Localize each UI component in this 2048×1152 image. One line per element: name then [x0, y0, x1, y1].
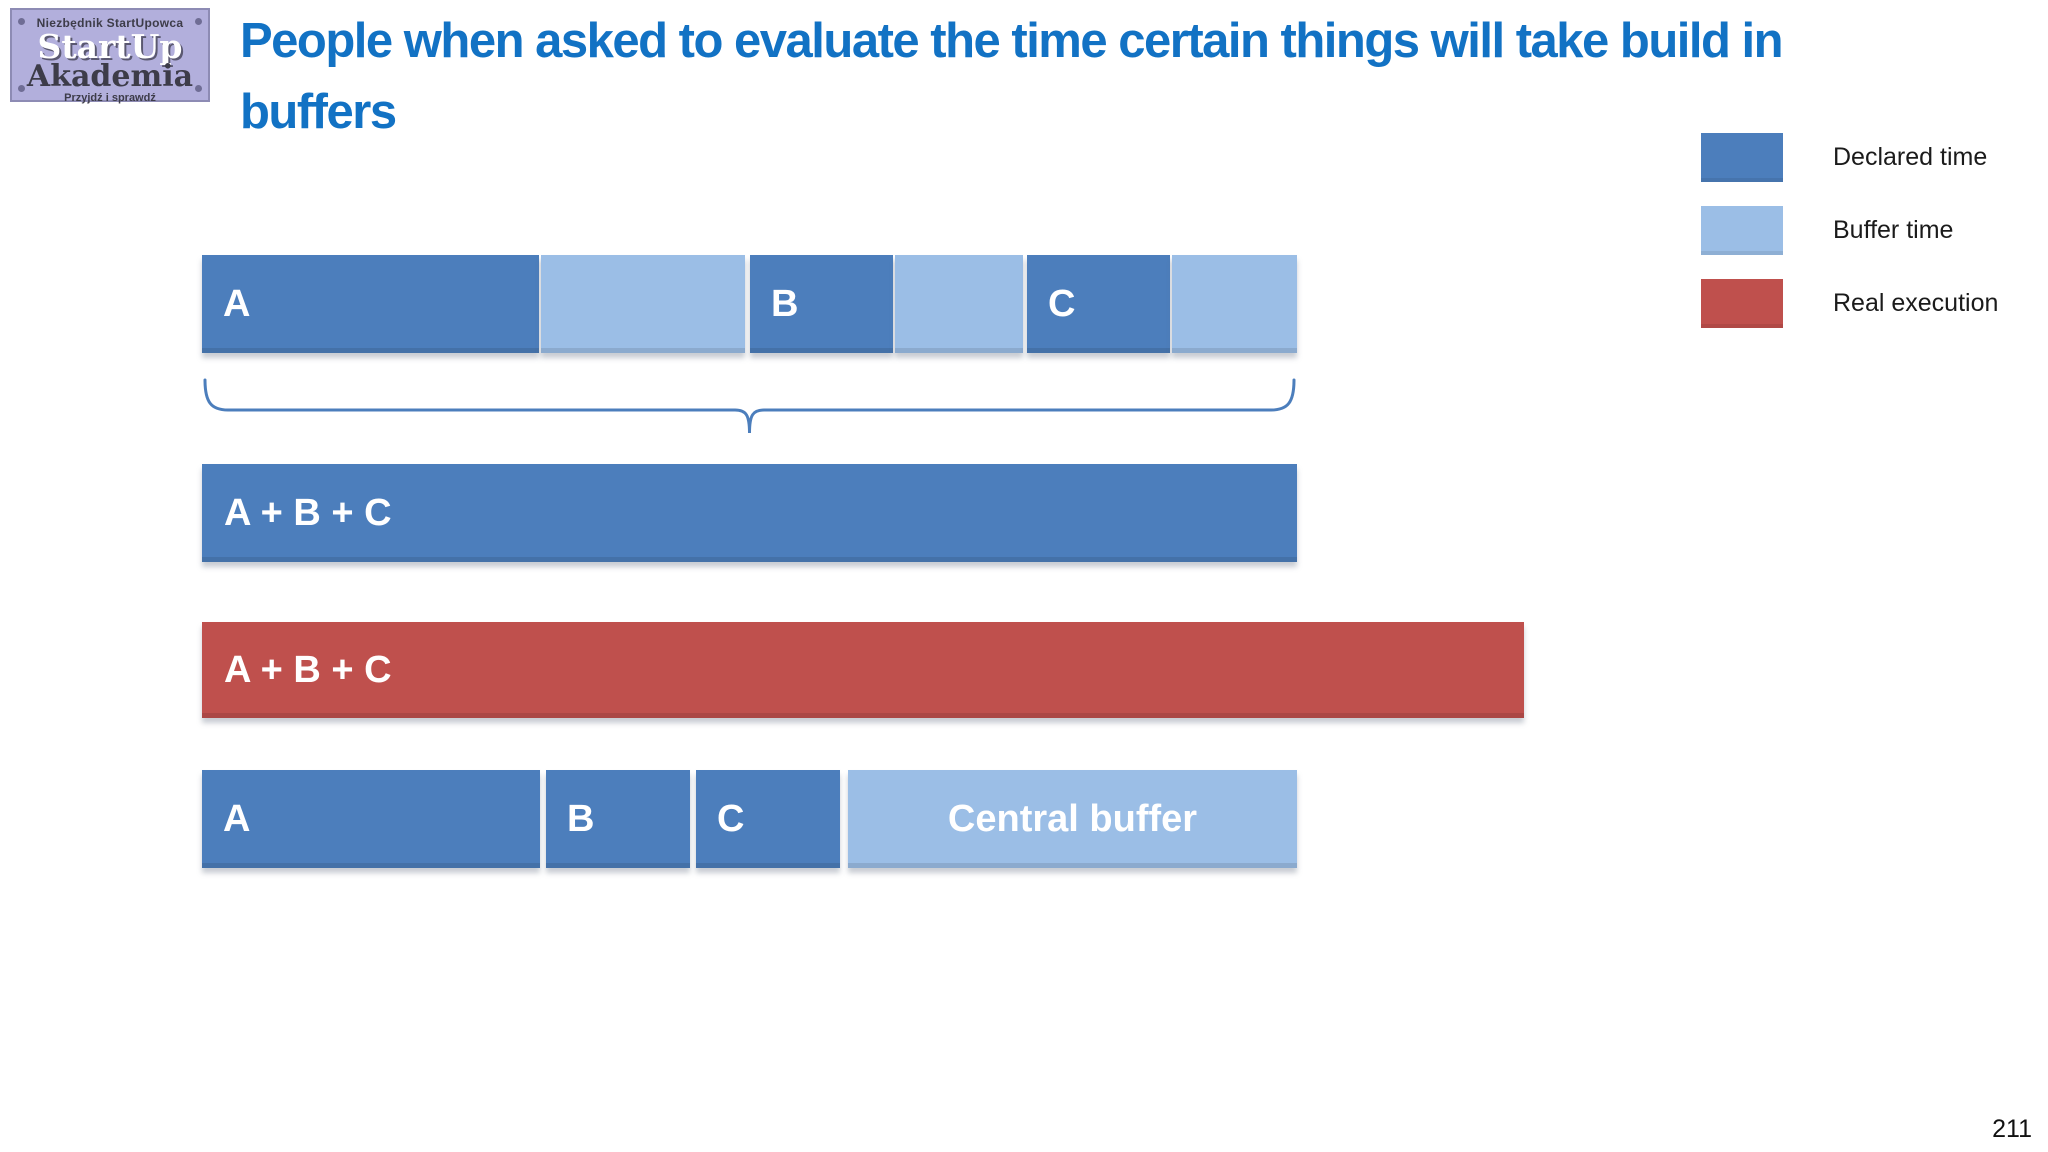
- bar-segment-declared-a: A: [202, 770, 540, 868]
- legend-swatch-declared: [1701, 133, 1783, 182]
- legend-item-buffer-time: Buffer time: [1701, 206, 1998, 255]
- legend-label-buffer: Buffer time: [1833, 216, 1954, 244]
- legend-swatch-real: [1701, 279, 1783, 328]
- legend-label-real: Real execution: [1833, 289, 1999, 317]
- legend-label-declared: Declared time: [1833, 143, 1988, 171]
- legend-item-declared-time: Declared time: [1701, 133, 1998, 182]
- bar-segment-declared-a: A: [202, 255, 539, 353]
- startup-akademia-logo: Niezbędnik StartUpowca StartUp Akademia …: [10, 8, 210, 104]
- screw-icon: [18, 85, 25, 92]
- bar-segment-buffer: [541, 255, 745, 353]
- slide-title: People when asked to evaluate the time c…: [240, 6, 1784, 148]
- legend-swatch-buffer: [1701, 206, 1783, 255]
- logo-tagline-bottom: Przyjdź i sprawdź: [64, 92, 156, 104]
- page-number: 211: [1992, 1115, 2032, 1143]
- bar-segment-label: B: [771, 282, 799, 325]
- bar-segment-label: B: [567, 797, 595, 840]
- screw-icon: [18, 18, 25, 25]
- logo-name-line2: Akademia: [26, 59, 194, 94]
- slide-title-line1: People when asked to evaluate the time c…: [240, 14, 1784, 68]
- bar-segment-declared-c: C: [1027, 255, 1170, 353]
- logo-tagline-top: Niezbędnik StartUpowca: [36, 16, 184, 30]
- bar-declared-sum: A + B + C: [202, 464, 1297, 562]
- bar-segment-buffer: [1172, 255, 1297, 353]
- bar-segment-label: Central buffer: [947, 797, 1198, 840]
- slide-title-line2: buffers: [240, 85, 397, 139]
- bar-segment-declared-b: B: [750, 255, 893, 353]
- bar-segment-gap: [840, 770, 848, 868]
- bar-segment-declared-c: C: [696, 770, 840, 868]
- logo-name-line1: StartUp: [37, 27, 183, 66]
- brace-shape: [203, 378, 1296, 434]
- bar-real-execution-label: A + B + C: [224, 648, 392, 691]
- screw-icon: [195, 85, 202, 92]
- legend-item-real-execution: Real execution: [1701, 279, 1998, 328]
- bar-segment-declared-b: B: [546, 770, 690, 868]
- screw-icon: [195, 18, 202, 25]
- legend: Declared time Buffer time Real execution: [1701, 133, 1998, 328]
- bar-row-tasks-with-buffers: A B C: [202, 255, 1297, 353]
- bar-segment-buffer: [895, 255, 1023, 353]
- bar-real-execution: A + B + C: [202, 622, 1524, 718]
- bar-row-central-buffer: A B C Central buffer: [202, 770, 1297, 868]
- bar-segment-label: C: [717, 797, 745, 840]
- bar-segment-label: C: [1048, 282, 1076, 325]
- bar-declared-sum-label: A + B + C: [224, 491, 392, 534]
- bar-segment-label: A: [223, 282, 251, 325]
- bar-segment-label: A: [223, 797, 251, 840]
- bar-segment-buffer-central-buffer: Central buffer: [848, 770, 1297, 868]
